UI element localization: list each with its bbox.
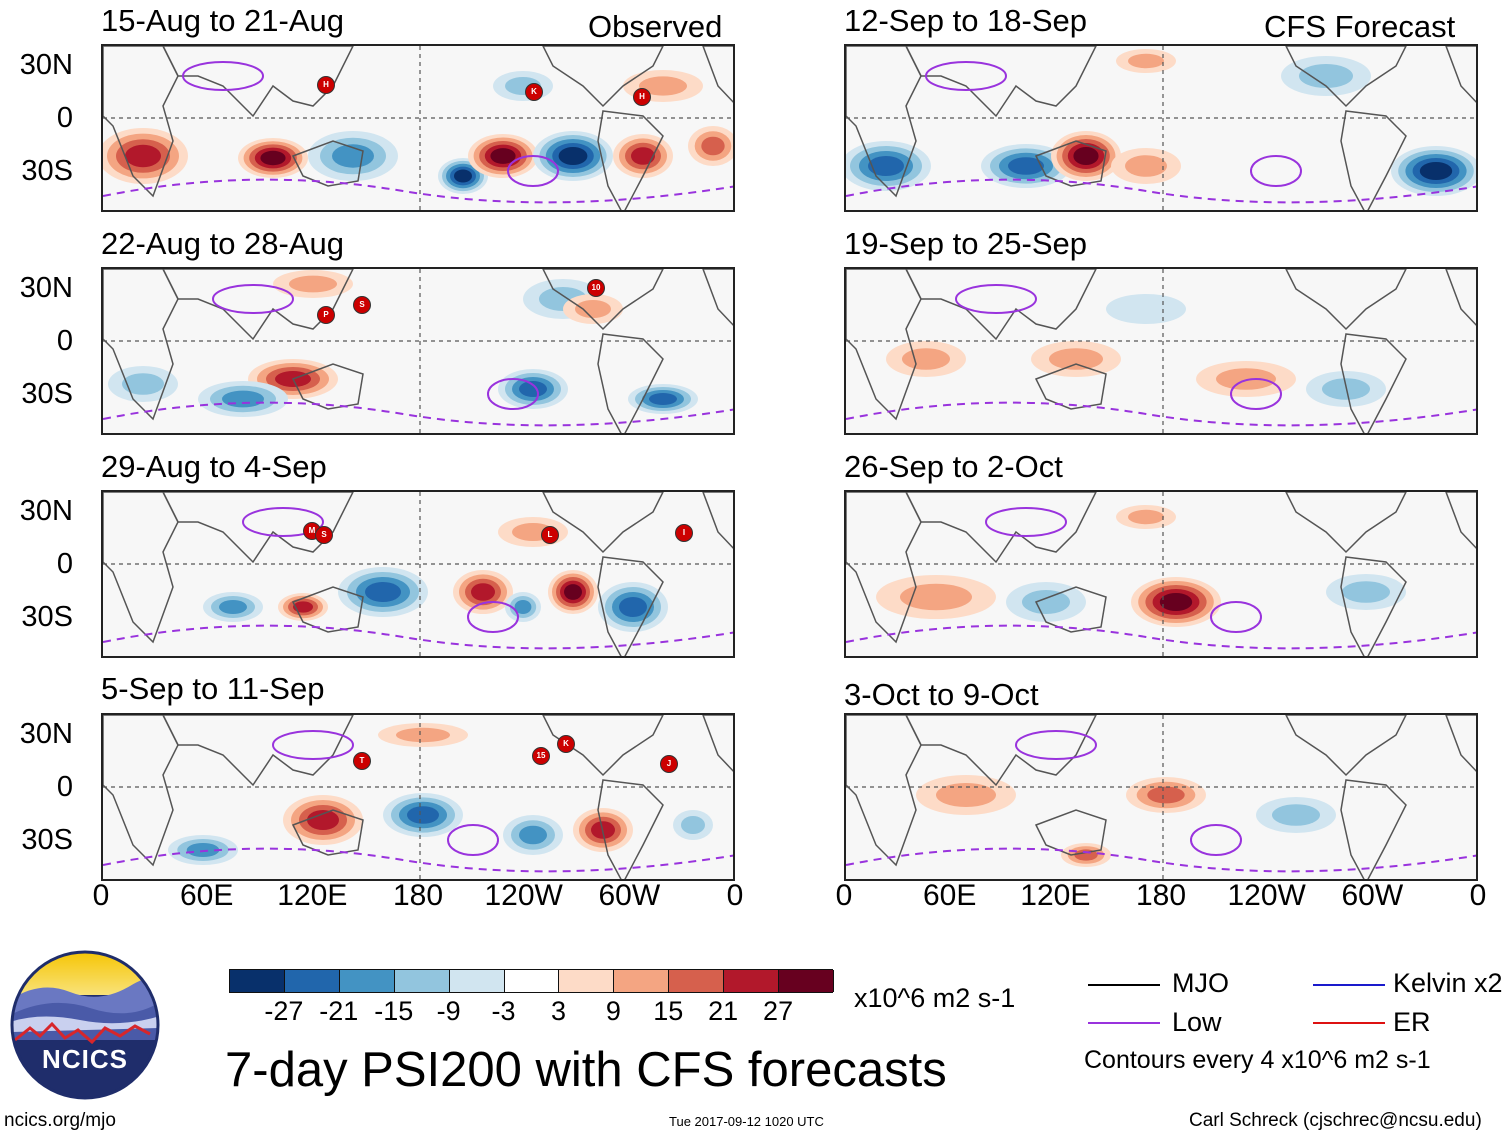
storm-symbol: 15 [532,747,550,765]
colorbar-tick-label: -15 [374,996,414,1026]
panel-title: 22-Aug to 28-Aug [101,226,345,261]
panel-title: 19-Sep to 25-Sep [844,226,1088,261]
logo-text: NCICS [42,1044,128,1074]
latitude-label: 0 [56,102,73,134]
storm-symbol: I [675,524,693,542]
longitude-label: 120E [1020,879,1091,912]
longitude-label: 60W [1341,879,1404,912]
contours-note: Contours every 4 x10^6 m2 s-1 [1084,1046,1431,1074]
storm-symbol: K [525,83,543,101]
storm-symbol: H [317,76,335,94]
longitude-label: 60E [922,879,977,912]
colorbar-swatch [724,970,780,992]
panel-title: 26-Sep to 2-Oct [844,449,1063,484]
forecast-map-panel [844,267,1478,435]
latitude-label: 30S [21,601,73,633]
colorbar-swatch [284,970,340,992]
legend-line-kelvin [1313,984,1385,986]
latitude-label: 30S [21,155,73,187]
legend-line-low [1088,1022,1160,1024]
longitude-label: 60E [179,879,234,912]
panel-title: 15-Aug to 21-Aug [101,3,345,38]
latitude-label: 30S [21,824,73,856]
panel-title: 3-Oct to 9-Oct [844,677,1039,712]
longitude-label: 120W [484,879,563,912]
legend-mjo-label: MJO [1172,968,1229,998]
colorbar-tick-label: 9 [605,996,621,1026]
footer-url[interactable]: ncics.org/mjo [4,1110,116,1131]
longitude-label: 0 [1469,879,1487,912]
storm-symbol: H [633,88,651,106]
colorbar-units: x10^6 m2 s-1 [854,983,1016,1013]
latitude-label: 30N [19,49,73,81]
colorbar [229,969,834,993]
colorbar-swatch [669,970,725,992]
observed-label: Observed [588,9,723,44]
latitude-label: 0 [56,548,73,580]
colorbar-swatch [230,970,285,992]
colorbar-swatch [339,970,395,992]
panel-title: 12-Sep to 18-Sep [844,3,1088,38]
panel-title: 29-Aug to 4-Sep [101,449,327,484]
ncics-logo: NCICS [10,950,160,1100]
forecast-map-panel [844,490,1478,658]
colorbar-tick-label: -21 [319,996,359,1026]
longitude-label: 120E [277,879,348,912]
observed-map-panel: P S 10 [101,267,735,435]
longitude-label: 180 [392,879,444,912]
latitude-label: 30N [19,718,73,750]
colorbar-tick-label: 15 [653,996,684,1026]
legend-kelvin-label: Kelvin x2 [1393,968,1503,998]
latitude-label: 0 [56,325,73,357]
main-title: 7-day PSI200 with CFS forecasts [225,1043,947,1097]
panel-title: 5-Sep to 11-Sep [101,671,325,706]
colorbar-tick-label: -27 [264,996,304,1026]
cfs-forecast-label: CFS Forecast [1264,9,1456,44]
storm-symbol: J [660,755,678,773]
colorbar-tick-label: 27 [763,996,794,1026]
longitude-label: 60W [598,879,661,912]
colorbar-swatch [394,970,450,992]
observed-map-panel: T 15 K J [101,713,735,881]
colorbar-swatch [779,970,834,992]
longitude-label: 180 [1135,879,1187,912]
colorbar-tick-label: 21 [708,996,739,1026]
storm-symbol: 10 [587,279,605,297]
ncics-logo-graphic [10,950,160,1100]
forecast-map-panel [844,713,1478,881]
colorbar-swatch [559,970,615,992]
footer-author: Carl Schreck (cjschrec@ncsu.edu) [1189,1110,1482,1131]
colorbar-tick-label: 3 [550,996,566,1026]
longitude-label: 0 [726,879,744,912]
colorbar-tick-label: -3 [491,996,516,1026]
legend-line-er [1313,1022,1385,1024]
latitude-label: 0 [56,771,73,803]
latitude-label: 30N [19,495,73,527]
legend-line-mjo [1088,984,1160,986]
colorbar-tick-label: -9 [436,996,461,1026]
storm-symbol: P [317,306,335,324]
storm-symbol: S [315,526,333,544]
legend-er-label: ER [1393,1007,1431,1037]
storm-symbol: S [353,296,371,314]
longitude-label: 120W [1227,879,1306,912]
forecast-map-panel [844,44,1478,212]
footer-timestamp: Tue 2017-09-12 1020 UTC [669,1114,824,1129]
colorbar-swatch [614,970,670,992]
storm-symbol: L [541,526,559,544]
storm-symbol: K [557,735,575,753]
latitude-label: 30N [19,272,73,304]
colorbar-swatch [449,970,505,992]
colorbar-swatch [504,970,560,992]
longitude-label: 0 [835,879,853,912]
storm-symbol: T [353,752,371,770]
legend-low-label: Low [1172,1007,1222,1037]
latitude-label: 30S [21,378,73,410]
longitude-label: 0 [92,879,110,912]
